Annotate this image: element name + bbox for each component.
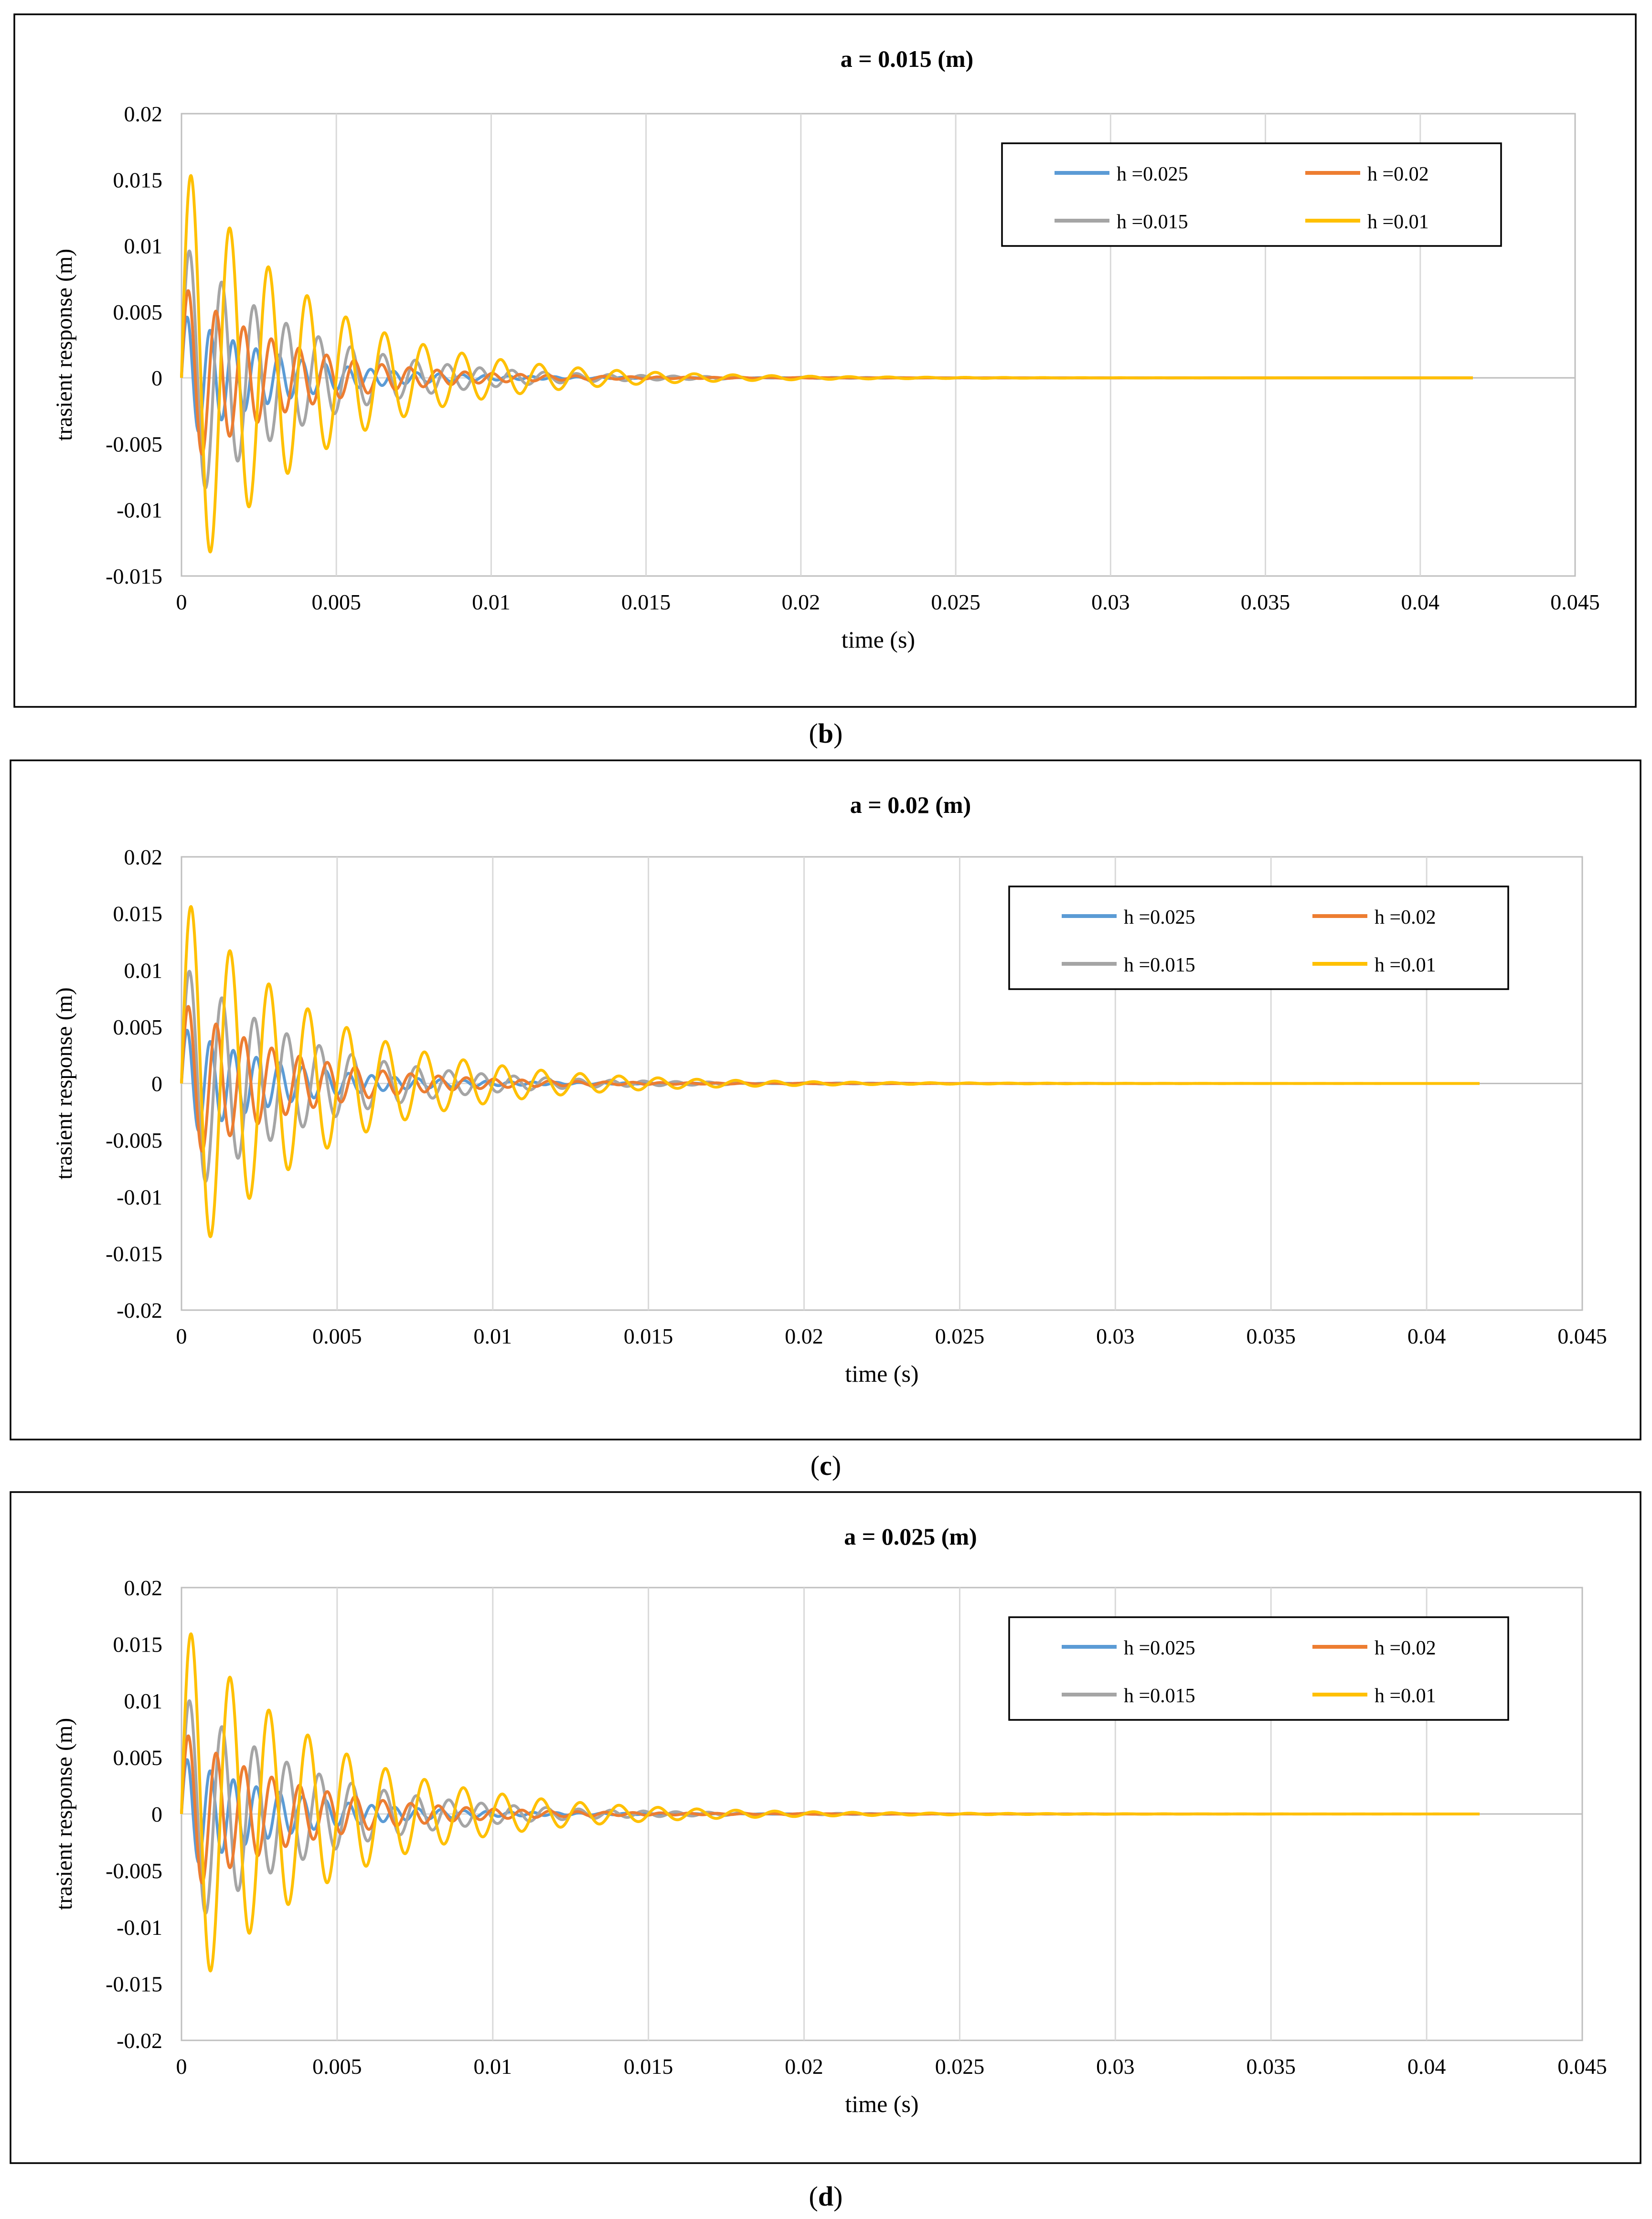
legend-label: h =0.02 — [1375, 1637, 1436, 1659]
y-tick-label: 0 — [151, 366, 162, 390]
x-tick-label: 0 — [176, 590, 187, 614]
legend-label: h =0.02 — [1375, 907, 1436, 928]
panel-label: (d) — [809, 2181, 843, 2212]
legend-label: h =0.015 — [1124, 954, 1195, 976]
x-tick-label: 0.02 — [782, 590, 821, 614]
panel-frame — [13, 13, 1637, 708]
y-tick-label: 0.02 — [124, 1576, 163, 1600]
legend-box — [1001, 142, 1502, 247]
y-tick-label: 0.01 — [124, 1689, 163, 1713]
y-tick-label: -0.005 — [106, 1859, 162, 1883]
chart-title: a = 0.025 (m) — [844, 1523, 977, 1550]
series-line-h--0-01 — [180, 174, 1474, 554]
x-axis-title: time (s) — [842, 626, 915, 653]
y-tick-label: 0 — [151, 1072, 162, 1096]
legend-label: h =0.01 — [1375, 1685, 1436, 1707]
panel-label-letter: c — [820, 1450, 832, 1481]
y-tick-label: -0.015 — [106, 1241, 162, 1266]
y-axis-title: trasient response (m) — [52, 987, 77, 1180]
x-tick-label: 0.04 — [1401, 590, 1440, 614]
panel-frame — [10, 759, 1641, 1440]
x-tick-label: 0.045 — [1550, 590, 1600, 614]
x-tick-label: 0.035 — [1241, 590, 1290, 614]
legend: h =0.025 h =0.02 h =0.015 h =0.01 — [1008, 1616, 1509, 1721]
y-tick-label: 0.005 — [113, 1746, 163, 1770]
x-tick-label: 0.01 — [474, 2054, 512, 2079]
series-line-h--0-01 — [180, 905, 1481, 1238]
legend-label: h =0.01 — [1367, 211, 1429, 233]
x-tick-label: 0.02 — [785, 2054, 823, 2079]
y-tick-label: -0.01 — [117, 498, 162, 523]
chart-panel-b: a = 0.015 (m) 0 0.005 0.01 0.015 0.02 0.025 0.0… — [13, 13, 1637, 749]
y-tick-label: -0.005 — [106, 1128, 162, 1152]
x-tick-label: 0.015 — [621, 590, 671, 614]
legend-label: h =0.015 — [1124, 1685, 1195, 1707]
y-tick-label: 0.015 — [113, 902, 163, 926]
chart-title: a = 0.02 (m) — [850, 791, 971, 818]
x-tick-label: 0.005 — [312, 2054, 362, 2079]
x-tick-label: 0.03 — [1096, 2054, 1135, 2079]
legend-label: h =0.015 — [1117, 211, 1188, 233]
y-tick-label: 0.015 — [113, 168, 163, 192]
panel-label-letter: b — [818, 718, 833, 749]
chart-panel-d: a = 0.025 (m) 0 0.005 0.01 0.015 0.02 0.025 0.0… — [10, 1491, 1641, 2212]
series-line-h--0-01 — [180, 1632, 1481, 1973]
y-tick-label: -0.01 — [117, 1915, 162, 1940]
legend-label: h =0.025 — [1124, 1637, 1195, 1659]
y-tick-label: -0.02 — [117, 2028, 162, 2053]
legend: h =0.025 h =0.02 h =0.015 h =0.01 — [1001, 142, 1502, 247]
legend: h =0.025 h =0.02 h =0.015 h =0.01 — [1008, 885, 1509, 990]
x-tick-label: 0.01 — [472, 590, 511, 614]
x-tick-label: 0.025 — [935, 2054, 985, 2079]
y-tick-label: 0.015 — [113, 1632, 163, 1657]
y-tick-label: -0.015 — [106, 564, 162, 588]
y-tick-label: 0 — [151, 1802, 162, 1826]
x-tick-label: 0 — [176, 1324, 187, 1348]
x-axis-title: time (s) — [845, 2091, 918, 2117]
panel-label-letter: d — [818, 2181, 833, 2212]
x-tick-label: 0.015 — [624, 2054, 673, 2079]
y-tick-label: 0.02 — [124, 102, 163, 126]
x-tick-label: 0.035 — [1246, 1324, 1296, 1348]
legend-label: h =0.025 — [1117, 163, 1188, 185]
x-tick-label: 0.04 — [1407, 2054, 1446, 2079]
legend-label: h =0.025 — [1124, 907, 1195, 928]
x-tick-label: 0.005 — [312, 1324, 362, 1348]
x-tick-label: 0.025 — [931, 590, 981, 614]
legend-box — [1008, 885, 1509, 990]
panel-frame — [10, 1491, 1641, 2164]
y-tick-label: -0.005 — [106, 432, 162, 456]
panel-label: (b) — [809, 718, 843, 749]
x-tick-label: 0.03 — [1091, 590, 1130, 614]
x-tick-label: 0.03 — [1096, 1324, 1135, 1348]
x-tick-label: 0.02 — [785, 1324, 823, 1348]
chart-panel-c: a = 0.02 (m) 0 0.005 0.01 0.015 0.02 0.025 0.03… — [10, 759, 1641, 1481]
y-axis-title: trasient response (m) — [52, 249, 77, 441]
x-tick-label: 0 — [176, 2054, 187, 2079]
x-tick-label: 0.04 — [1407, 1324, 1446, 1348]
x-tick-label: 0.035 — [1246, 2054, 1296, 2079]
legend-box — [1008, 1616, 1509, 1721]
y-tick-label: 0.005 — [113, 300, 163, 324]
legend-label: h =0.01 — [1375, 954, 1436, 976]
x-axis-title: time (s) — [845, 1360, 918, 1387]
legend-label: h =0.02 — [1367, 163, 1429, 185]
panel-label: (c) — [810, 1450, 841, 1481]
y-tick-label: -0.02 — [117, 1298, 162, 1323]
x-tick-label: 0.015 — [624, 1324, 673, 1348]
y-tick-label: -0.01 — [117, 1185, 162, 1209]
y-tick-label: 0.01 — [124, 234, 163, 258]
chart-title: a = 0.015 (m) — [841, 45, 973, 72]
y-tick-label: -0.015 — [106, 1972, 162, 1996]
x-tick-label: 0.01 — [474, 1324, 512, 1348]
x-tick-label: 0.045 — [1557, 2054, 1607, 2079]
y-tick-label: 0.005 — [113, 1015, 163, 1039]
x-tick-label: 0.025 — [935, 1324, 985, 1348]
x-tick-label: 0.005 — [311, 590, 361, 614]
y-tick-label: 0.01 — [124, 958, 163, 982]
y-tick-label: 0.02 — [124, 845, 163, 869]
y-axis-title: trasient response (m) — [52, 1718, 77, 1910]
x-tick-label: 0.045 — [1557, 1324, 1607, 1348]
